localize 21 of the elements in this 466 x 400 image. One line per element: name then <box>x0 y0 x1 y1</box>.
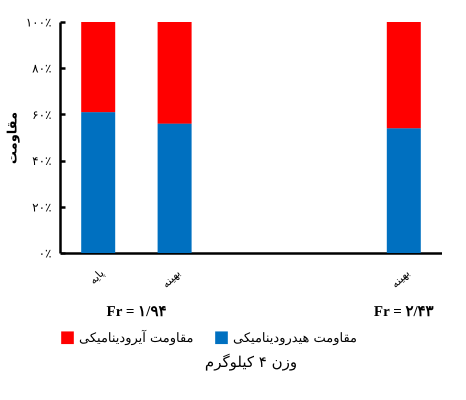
x-tick-label: بهینه <box>388 266 412 291</box>
y-axis-title: مقاومت <box>6 112 21 164</box>
bar <box>81 22 116 112</box>
legend-label: مقاومت هیدرودینامیکی <box>233 330 357 346</box>
x-tick-label: بهینه <box>159 266 184 291</box>
y-tick-label: ۸۰٪ <box>32 62 52 76</box>
text: Fr = ۱/۹۴ <box>106 304 166 320</box>
y-tick-label: ۱۰۰٪ <box>26 16 52 30</box>
text: Fr = ۲/۴۳ <box>374 304 434 320</box>
y-tick-label: ۶۰٪ <box>32 108 52 122</box>
bar <box>386 128 421 253</box>
y-tick-label: ۴۰٪ <box>32 154 52 168</box>
y-tick-label: ۲۰٪ <box>32 200 52 214</box>
legend-label: مقاومت آیرودینامیکی <box>79 328 194 346</box>
y-tick-label: ۰٪ <box>38 246 52 260</box>
text: وزن ۴ کیلوگرم <box>204 353 298 371</box>
bar <box>158 124 192 253</box>
bar <box>386 22 421 128</box>
bar <box>158 22 192 124</box>
bar <box>81 112 116 253</box>
x-tick-label: پایه <box>86 266 107 287</box>
